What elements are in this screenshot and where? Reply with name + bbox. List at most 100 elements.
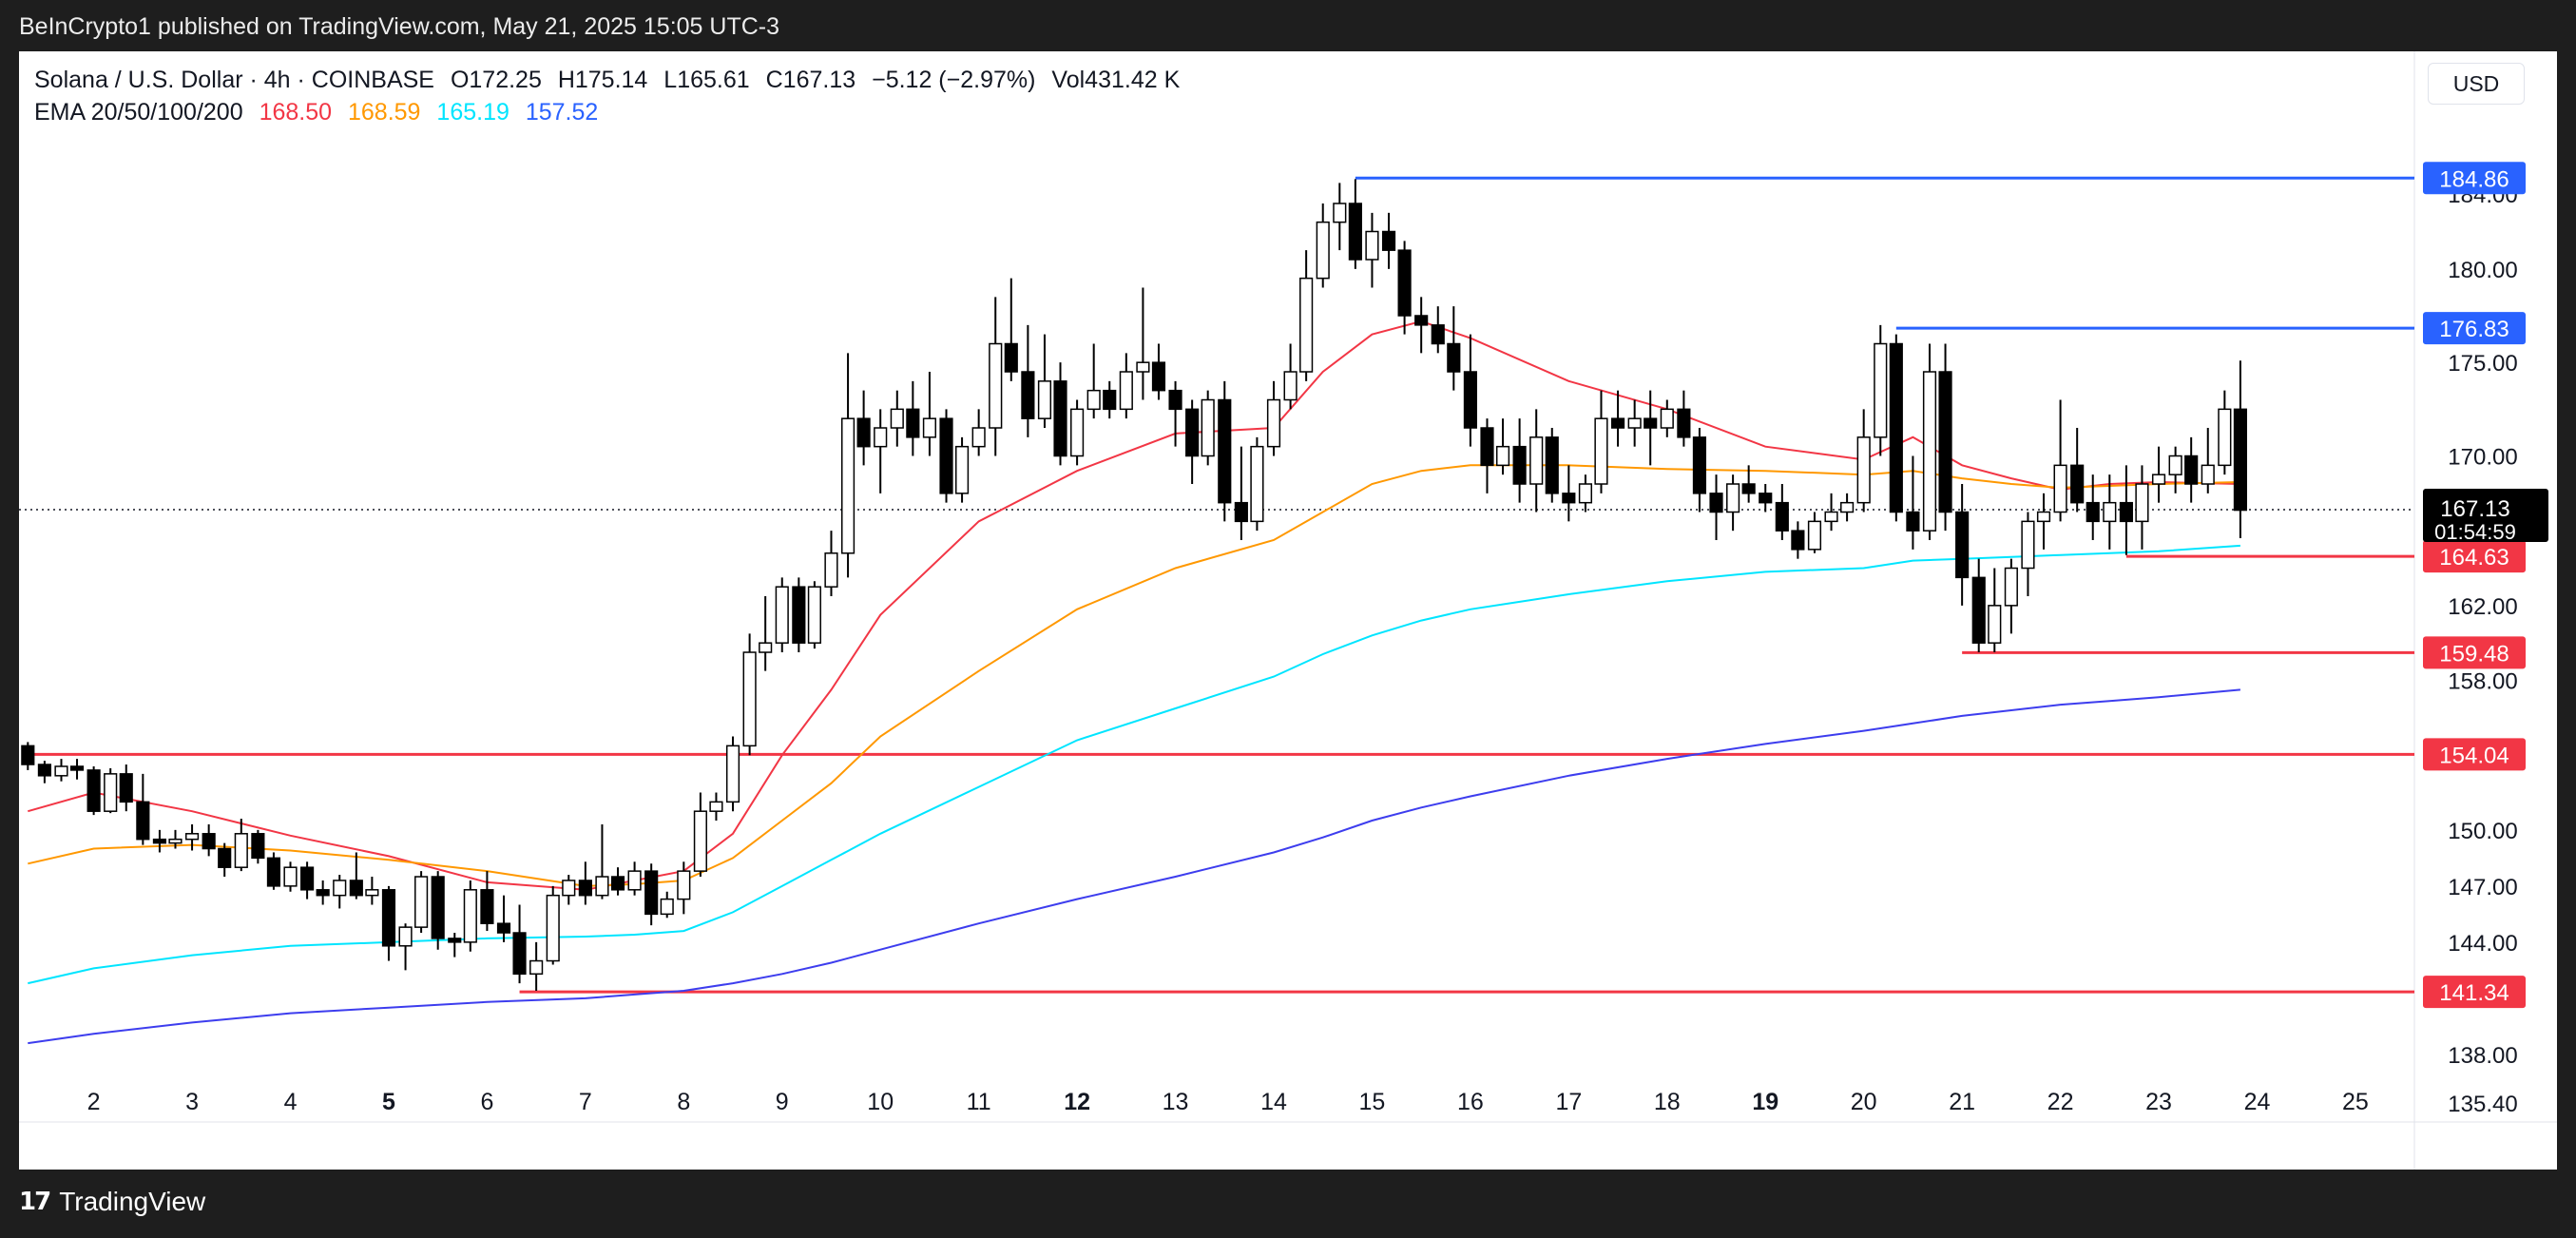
candle-body <box>2201 464 2215 485</box>
candle-body <box>1938 371 1952 513</box>
candle <box>1709 474 1723 541</box>
candle-body <box>266 857 281 887</box>
currency-button[interactable]: USD <box>2428 63 2525 105</box>
candle-body <box>792 586 806 644</box>
candle <box>1250 436 1264 532</box>
candle <box>1480 418 1494 493</box>
candle-body <box>1562 493 1576 504</box>
candle <box>890 390 904 447</box>
candle <box>971 409 986 456</box>
candle-body <box>1218 398 1232 504</box>
candle-body <box>971 427 986 448</box>
x-tick-label: 20 <box>1851 1089 1877 1115</box>
ema-legend: EMA 20/50/100/200 168.50 168.59 165.19 1… <box>34 99 607 126</box>
level-label-text: 154.04 <box>2439 743 2509 768</box>
candle <box>1185 399 1200 485</box>
candle-body <box>1856 436 1871 504</box>
candle <box>1004 278 1018 381</box>
candle-body <box>1234 501 1248 523</box>
y-tick-label: 135.40 <box>2448 1092 2517 1117</box>
candle <box>1037 334 1052 429</box>
x-tick-label: 4 <box>284 1089 298 1115</box>
chart-panel[interactable] <box>19 51 2557 1170</box>
candle <box>1136 287 1150 400</box>
candle <box>1021 324 1035 437</box>
ema-line <box>28 319 2240 891</box>
candle-body <box>1021 371 1035 419</box>
candle <box>2184 436 2199 503</box>
candle <box>54 759 68 782</box>
candle <box>251 829 265 864</box>
candle-body <box>1250 445 1264 523</box>
candle <box>1086 343 1101 419</box>
candle-body <box>2168 455 2182 475</box>
candle <box>1283 343 1298 410</box>
candle <box>939 409 953 503</box>
candle <box>1234 446 1248 541</box>
candle <box>1529 409 1544 513</box>
candle-body <box>1365 230 1379 261</box>
candle <box>775 577 789 653</box>
x-tick-label: 18 <box>1654 1089 1681 1115</box>
candle <box>266 852 281 890</box>
candle-body <box>840 417 855 554</box>
candle-body <box>1545 436 1559 494</box>
low-value: L165.61 <box>663 67 750 93</box>
candle-body <box>1086 389 1101 411</box>
candle-body <box>1529 436 1544 485</box>
y-tick-label: 138.00 <box>2448 1043 2517 1069</box>
ema-line <box>28 464 2240 887</box>
symbol-name[interactable]: Solana / U.S. Dollar · 4h · COINBASE <box>34 67 434 93</box>
candle <box>1988 568 2002 653</box>
candle-body <box>709 801 723 812</box>
candle-body <box>1480 427 1494 467</box>
candle-body <box>234 833 248 868</box>
candle-body <box>448 938 462 943</box>
candle-body <box>1136 361 1150 373</box>
candle-body <box>300 866 315 891</box>
level-label: 164.63 <box>2423 540 2526 573</box>
candle-body <box>1840 501 1855 513</box>
candle-body <box>890 408 904 429</box>
candle <box>1594 390 1608 493</box>
candle <box>1726 474 1740 532</box>
tradingview-logo[interactable]: 17 TradingView <box>19 1187 205 1217</box>
level-label-text: 159.48 <box>2439 641 2509 667</box>
candle-body <box>627 870 642 891</box>
candle-body <box>775 586 789 644</box>
candle-body <box>2086 501 2100 523</box>
candle-body <box>1151 361 1166 392</box>
ema-label[interactable]: EMA 20/50/100/200 <box>34 99 243 126</box>
candle-body <box>1726 483 1740 513</box>
y-tick-label: 180.00 <box>2448 258 2517 283</box>
candle-body <box>660 898 674 916</box>
candle <box>660 891 674 919</box>
x-tick-label: 10 <box>867 1089 894 1115</box>
level-label-bg <box>2423 162 2526 195</box>
candle-body <box>546 894 560 962</box>
candle <box>562 875 576 905</box>
candle <box>87 765 101 816</box>
candle-body <box>2135 483 2149 523</box>
candle <box>824 531 838 597</box>
candle-body <box>610 876 625 891</box>
x-tick-label: 9 <box>776 1089 789 1115</box>
candle-body <box>168 838 183 844</box>
candle-body <box>1759 493 1773 504</box>
candle-body <box>21 745 35 765</box>
level-label-text: 176.83 <box>2439 317 2509 342</box>
ema200-value: 157.52 <box>525 99 599 126</box>
candle-body <box>349 880 363 897</box>
candle-body <box>69 765 85 771</box>
x-tick-label: 5 <box>382 1089 395 1115</box>
level-label: 176.83 <box>2423 312 2526 345</box>
candle <box>1397 241 1412 335</box>
candle-body <box>152 838 167 844</box>
candle <box>906 380 920 456</box>
candle <box>1119 353 1133 419</box>
level-label: 141.34 <box>2423 976 2526 1009</box>
candle <box>1151 343 1166 400</box>
candle-body <box>1610 417 1625 429</box>
candle-body <box>595 876 609 897</box>
